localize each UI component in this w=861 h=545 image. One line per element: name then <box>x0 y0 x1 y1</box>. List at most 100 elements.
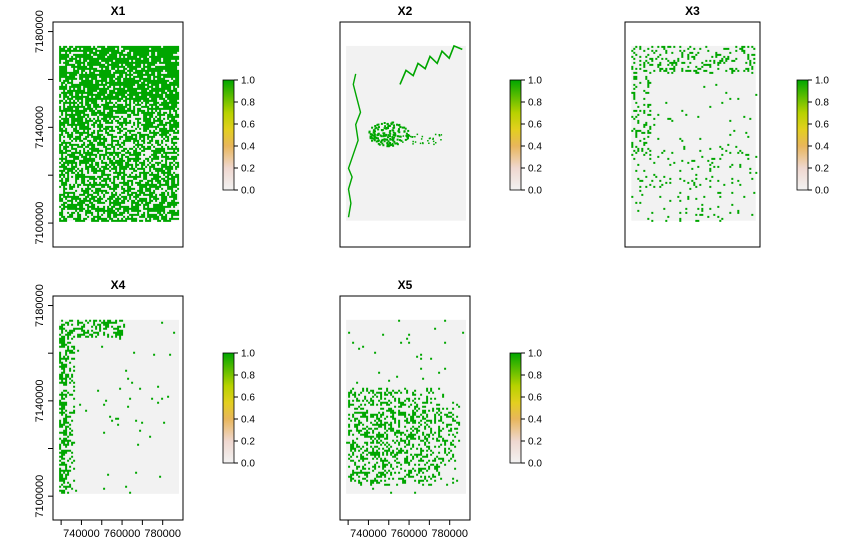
cell-mark <box>375 140 378 143</box>
cell-mark <box>410 135 412 138</box>
colorbar-tick-label: 1.0 <box>528 349 542 360</box>
colorbar-tick-label: 0.4 <box>528 415 542 426</box>
cell-mark <box>388 144 391 147</box>
colorbar-gradient <box>797 80 808 190</box>
presence-cells <box>59 45 180 222</box>
cell-mark <box>407 135 409 138</box>
cell-mark <box>392 138 395 141</box>
cell-mark <box>385 127 388 130</box>
colorbar-tick-label: 0.4 <box>241 415 255 426</box>
cell-mark <box>389 132 392 135</box>
cell-mark <box>377 132 380 135</box>
colorbar-tick-label: 0.2 <box>241 437 255 448</box>
panel-x1: X1 7100000 7140000 7180000 0.0 0.2 0.4 0.6 0.8 1.… <box>34 4 255 248</box>
plot-frame <box>339 295 471 521</box>
cell-mark <box>408 134 411 137</box>
x-tick-label: 740000 <box>63 528 100 540</box>
y-tick-label: 7140000 <box>34 106 46 149</box>
colorbar-tick-label: 0.4 <box>815 142 829 153</box>
x-tick-label: 780000 <box>144 528 181 540</box>
plot-frame <box>624 21 761 248</box>
presence-cells <box>346 319 465 494</box>
cell-mark <box>380 141 383 144</box>
colorbar-tick-label: 0.8 <box>528 371 542 382</box>
raster-background <box>59 319 179 494</box>
cell-mark <box>399 126 402 129</box>
colorbar-gradient <box>223 80 234 190</box>
cell-mark <box>389 135 391 138</box>
plot-frame <box>52 21 184 248</box>
cell-mark <box>391 129 394 132</box>
cell-mark <box>393 140 396 143</box>
cell-mark <box>387 136 389 139</box>
cell-mark <box>371 139 373 142</box>
panel-x2: X2 0.0 0.2 0.4 0.6 0.8 1.0 <box>339 4 542 248</box>
colorbar-tick-label: 0.0 <box>241 459 255 470</box>
x-tick-label: 740000 <box>350 528 387 540</box>
cell-mark <box>386 122 389 125</box>
y-tick-label: 7140000 <box>34 379 46 422</box>
cell-mark <box>391 142 394 145</box>
cell-mark <box>387 124 390 127</box>
colorbar: 0.0 0.2 0.4 0.6 0.8 1.0 <box>509 349 542 470</box>
colorbar-tick-label: 0.2 <box>528 164 542 175</box>
cell-mark <box>397 130 400 133</box>
cell-mark <box>375 126 378 129</box>
colorbar: 0.0 0.2 0.4 0.6 0.8 1.0 <box>796 76 829 197</box>
colorbar-frame <box>509 352 522 464</box>
colorbar-tick-label: 0.2 <box>241 164 255 175</box>
colorbar-tick-label: 0.0 <box>528 459 542 470</box>
colorbar-frame <box>222 79 235 191</box>
cell-mark <box>416 133 419 136</box>
cell-mark <box>432 140 435 143</box>
panel-x3: X3 0.0 0.2 0.4 0.6 0.8 1.0 <box>624 4 829 248</box>
cell-mark <box>383 127 386 130</box>
cell-mark <box>392 121 395 124</box>
cell-mark <box>404 138 407 141</box>
cell-mark <box>401 126 404 129</box>
cell-mark <box>386 138 389 141</box>
cell-mark <box>373 133 376 136</box>
y-tick-label: 7100000 <box>34 475 46 518</box>
cell-mark <box>373 136 376 139</box>
cell-mark <box>392 144 395 147</box>
cell-mark <box>398 139 401 142</box>
cell-mark <box>374 127 377 130</box>
cell-mark <box>438 135 441 137</box>
cell-mark <box>387 134 390 137</box>
cell-mark <box>371 126 374 129</box>
colorbar-tick-label: 1.0 <box>528 76 542 87</box>
cell-mark <box>398 135 401 138</box>
colorbar-tick-label: 1.0 <box>815 76 829 87</box>
cell-mark <box>399 135 402 138</box>
colorbar-tick-label: 0.8 <box>815 98 829 109</box>
colorbar-gradient <box>510 80 521 190</box>
cell-mark <box>381 142 384 145</box>
cell-mark <box>377 128 380 131</box>
cell-mark <box>406 138 408 141</box>
y-tick-label: 7180000 <box>34 284 46 327</box>
y-tick-label: 7180000 <box>34 10 46 53</box>
cell-mark <box>378 126 380 129</box>
cell-mark <box>440 134 443 136</box>
colorbar-tick-label: 0.0 <box>815 186 829 197</box>
cell-mark <box>383 122 386 124</box>
cell-mark <box>383 140 386 143</box>
cell-mark <box>369 133 372 136</box>
colorbar-tick-label: 0.6 <box>528 393 542 404</box>
colorbar-tick-label: 0.6 <box>241 120 255 131</box>
colorbar-tick-label: 0.6 <box>528 120 542 131</box>
colorbar-tick-label: 0.8 <box>528 98 542 109</box>
cell-mark <box>396 123 398 126</box>
colorbar-gradient <box>223 353 234 463</box>
x-tick-label: 760000 <box>104 528 141 540</box>
cell-mark <box>397 124 400 127</box>
presence-cells <box>631 45 758 222</box>
panel-title: X5 <box>398 278 413 292</box>
cell-mark <box>427 140 429 142</box>
cell-mark <box>392 139 395 142</box>
colorbar-tick-label: 1.0 <box>241 349 255 360</box>
cell-mark <box>388 131 391 134</box>
cell-mark <box>378 143 381 146</box>
cell-mark <box>387 140 390 143</box>
